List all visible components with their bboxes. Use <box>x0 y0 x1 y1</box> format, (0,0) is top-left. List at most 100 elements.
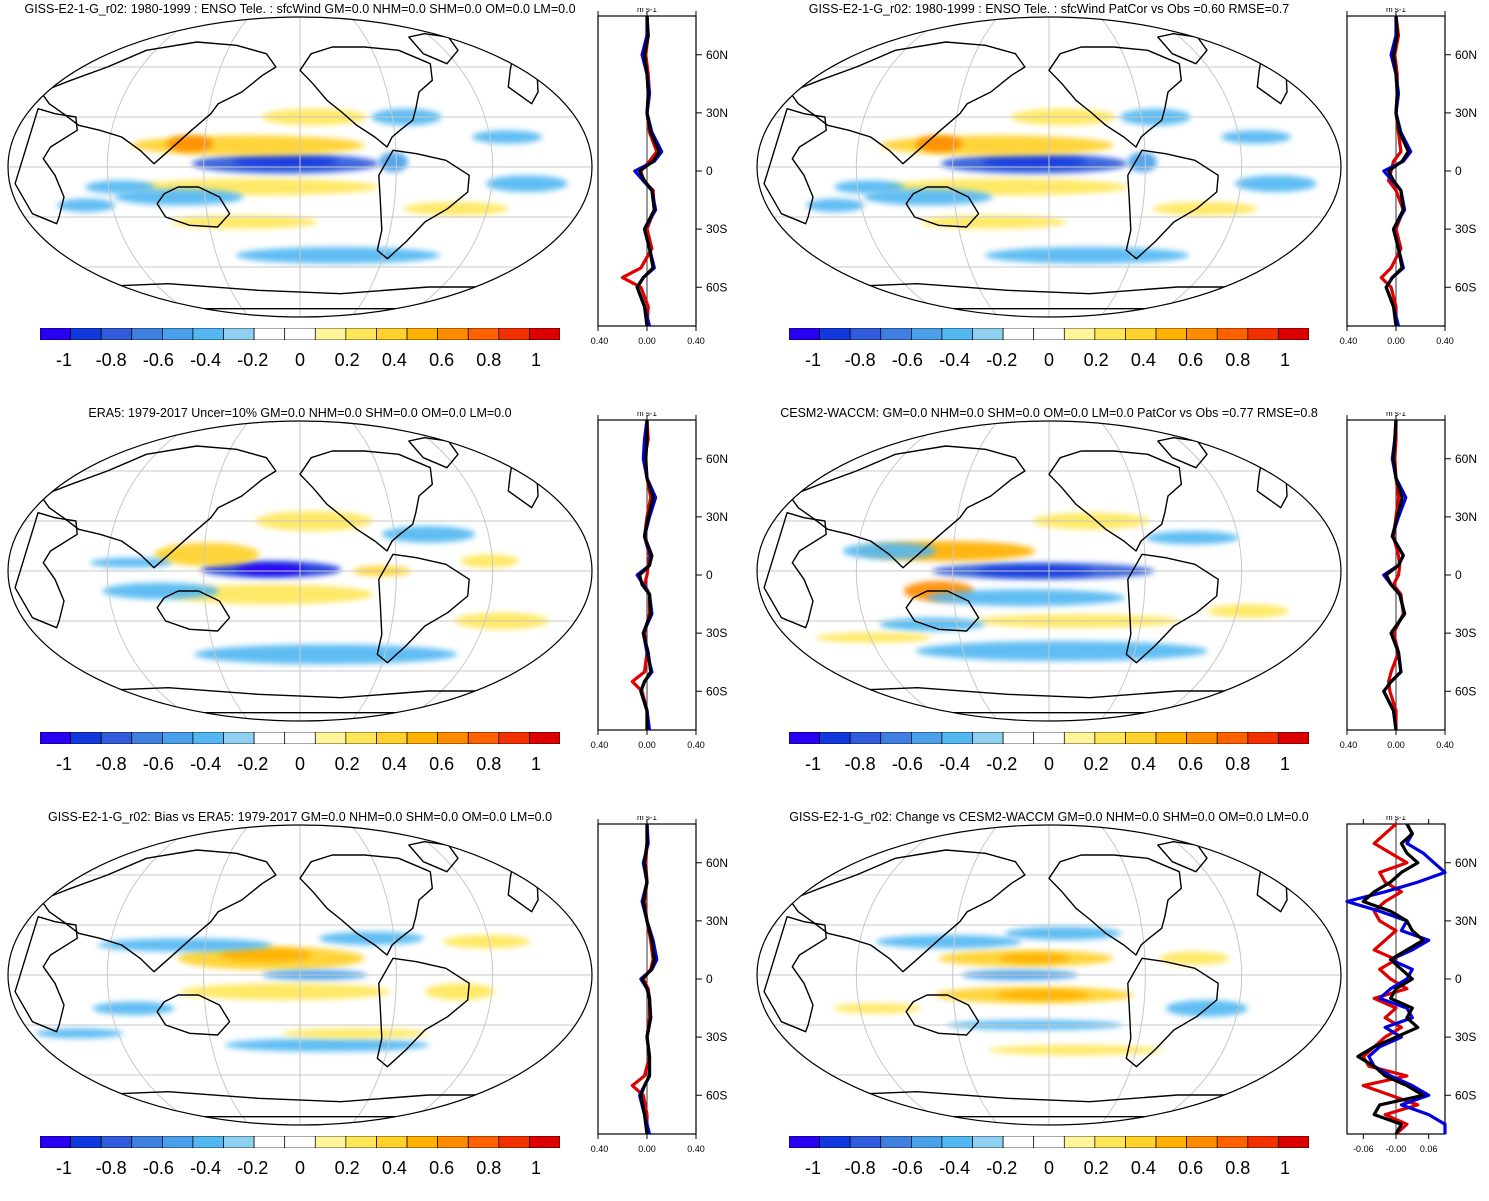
anomaly-blob <box>984 247 1190 264</box>
graticule <box>757 17 1341 317</box>
x-tick-label: -0.06 <box>1353 1144 1374 1154</box>
coastline-namerica <box>299 46 433 148</box>
anomaly-blob <box>814 632 932 643</box>
colorbar-label: 0.2 <box>1083 1158 1109 1178</box>
anomaly-field <box>8 421 592 721</box>
zonal-mean-plot: 60N 30N 0 30S 60S -0.40 0.00 0.40 m s-1 <box>590 8 728 346</box>
coastline-greenland <box>1157 841 1208 873</box>
anomaly-blob <box>35 1028 124 1039</box>
lat-tick-label: 0 <box>1455 164 1462 178</box>
x-tick-label: -0.40 <box>590 336 608 346</box>
lat-tick-label: 60S <box>706 684 727 698</box>
colorbar-swatch <box>467 328 500 340</box>
anomaly-blob <box>472 130 543 144</box>
anomaly-blob <box>485 175 568 193</box>
coastline-samerica <box>376 553 470 664</box>
colorbar-label: 0.6 <box>1178 1158 1204 1178</box>
colorbar <box>789 328 1309 340</box>
x-tick-label: -0.40 <box>590 740 608 750</box>
coastline-samerica <box>376 149 470 260</box>
coastlines <box>763 33 1288 310</box>
coastline-antarctica <box>84 687 516 714</box>
zonal-mean-plot: 60N 30N 0 30S 60S -0.06 -0.00 0.06 m s-1 <box>1345 816 1477 1154</box>
colorbar-swatch <box>40 328 71 340</box>
colorbar-swatch <box>1002 732 1035 744</box>
anomaly-blob <box>875 935 1022 949</box>
longitude-line <box>1099 421 1146 721</box>
anomaly-blob <box>424 983 495 1000</box>
anomaly-field <box>8 17 592 317</box>
lat-tick-label: 30S <box>1455 626 1476 640</box>
colorbar-swatch <box>1125 328 1157 340</box>
colorbar-label: 0.8 <box>1225 754 1251 774</box>
colorbar-label: 0.8 <box>476 1158 502 1178</box>
anomaly-blob <box>842 542 937 560</box>
colorbar-swatch <box>406 328 438 340</box>
colorbar-label: -1 <box>804 1158 822 1178</box>
zonal-series-line <box>1345 823 1447 1134</box>
lat-tick-label: 60N <box>1455 856 1477 870</box>
lat-tick-label: 0 <box>706 972 713 986</box>
anomaly-blob <box>218 948 312 962</box>
colorbar-label: 0.2 <box>334 350 360 370</box>
colorbar-labels: -1 -0.8 -0.6 -0.4 -0.2 0 0.2 0.4 0.6 0.8 1 <box>40 1158 560 1180</box>
anomaly-blob <box>235 564 306 575</box>
coastline-australia <box>156 590 231 632</box>
longitude-line <box>203 825 250 1125</box>
colorbar-label: -0.6 <box>891 350 923 370</box>
colorbar-label: -0.4 <box>939 754 971 774</box>
colorbar-label: 0 <box>1043 350 1055 370</box>
colorbar-swatch <box>1278 328 1309 340</box>
lat-tick-label: 0 <box>706 568 713 582</box>
anomaly-blob <box>806 198 865 212</box>
colorbar-label: -0.4 <box>939 1158 971 1178</box>
longitude-line <box>1150 421 1243 721</box>
colorbar-label: -1 <box>55 754 73 774</box>
longitude-line <box>106 17 199 317</box>
anomaly-blob <box>85 180 156 194</box>
longitude-line <box>401 17 494 317</box>
colorbar-swatch <box>406 1136 438 1148</box>
colorbar-label: 0 <box>294 754 306 774</box>
lat-tick-label: 30N <box>1455 106 1477 120</box>
colorbar-swatch <box>1278 732 1309 744</box>
colorbar-label: -0.8 <box>844 1158 876 1178</box>
lat-tick-label: 30S <box>706 222 727 236</box>
colorbar-label: -0.6 <box>891 1158 923 1178</box>
colorbar-swatch <box>376 328 408 340</box>
anomaly-blob <box>224 1038 430 1052</box>
colorbar-swatch <box>1247 328 1279 340</box>
colorbar-swatch <box>284 1136 316 1148</box>
colorbar-swatch <box>941 1136 973 1148</box>
colorbar-swatch <box>819 328 851 340</box>
colorbar-swatch <box>70 732 102 744</box>
colorbar-swatch <box>849 1136 882 1148</box>
units-label: m s-1 <box>1386 412 1407 418</box>
anomaly-blob <box>442 935 531 949</box>
colorbar-label: 1 <box>1279 350 1291 370</box>
x-tick-label: -0.40 <box>590 1144 608 1154</box>
anomaly-blob <box>194 644 458 665</box>
map-outline <box>7 824 593 1126</box>
coastline-asia <box>40 849 277 973</box>
lat-tick-label: 30N <box>1455 510 1477 524</box>
colorbar-swatch <box>972 732 1004 744</box>
world-map <box>7 420 593 722</box>
colorbar-swatch <box>1033 328 1065 340</box>
colorbar-label: 1 <box>530 1158 542 1178</box>
colorbar-swatch <box>1155 732 1187 744</box>
graticule <box>757 421 1341 721</box>
colorbar-label: 0.8 <box>476 754 502 774</box>
longitude-line <box>1150 17 1243 317</box>
lat-tick-label: 30S <box>706 1030 727 1044</box>
colorbar-label: -0.2 <box>986 754 1018 774</box>
panel-p6: GISS-E2-1-G_r02: Change vs CESM2-WACCM G… <box>749 808 1489 1201</box>
graticule <box>8 421 592 721</box>
coastline-greenland <box>408 33 459 65</box>
units-label: m s-1 <box>1386 816 1407 822</box>
colorbar <box>40 732 560 744</box>
colorbar-label: -0.4 <box>190 1158 222 1178</box>
colorbar-swatch <box>192 1136 224 1148</box>
anomaly-field <box>757 825 1341 1125</box>
anomaly-blob <box>926 589 1126 606</box>
